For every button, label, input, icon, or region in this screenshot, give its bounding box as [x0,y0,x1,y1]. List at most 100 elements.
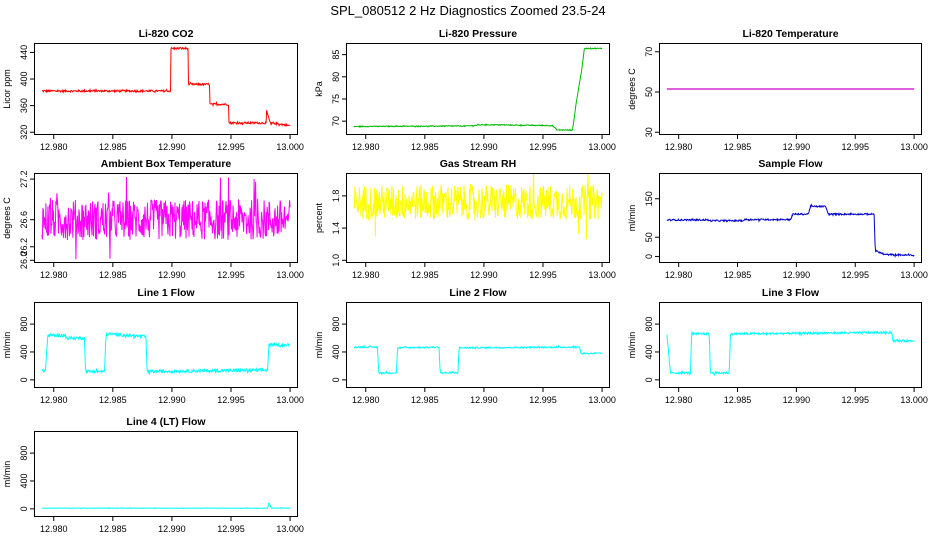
plot-frame [34,302,298,388]
y-axis: 26.026.2 26.6 27.2 [19,170,34,269]
y-tick-label: 800 [644,317,654,332]
y-axis-label: degrees C [2,197,12,239]
x-tick-label: 12.985 [724,142,752,152]
x-tick-label: 12.980 [352,270,380,280]
y-tick-label: 0 [19,377,29,382]
x-tick-label: 12.985 [99,142,127,152]
y-tick-label: 26.2 [19,238,29,256]
y-tick-label: 150 [644,191,654,206]
x-tick-label: 12.995 [217,270,245,280]
x-tick-label: 12.980 [40,270,68,280]
chart-panel-7: Line 1 Flow 12.980 12.985 12.990 12.995 13.00… [2,287,304,405]
x-tick-label: 12.985 [411,395,439,405]
x-tick-label: 12.995 [841,395,869,405]
y-tick-label: 400 [19,72,29,87]
x-tick-label: 12.990 [783,270,811,280]
y-tick-label: 1.4 [331,222,341,235]
y-axis: 0 50 150 [644,191,659,259]
y-tick-label: 30 [644,127,654,137]
y-tick-label: 0 [644,254,654,259]
y-axis-label: ml/min [627,205,637,232]
chart-panel-1: Li-820 CO2 12.980 12.985 12.990 12.995 13.000… [2,28,304,152]
plot-frame [34,43,298,135]
chart-panel-6: Sample Flow 12.980 12.985 12.990 12.995 13.00… [627,158,928,280]
y-tick-label: 1.8 [331,190,341,203]
chart-title: Line 3 Flow [762,287,820,299]
x-tick-label: 12.980 [352,395,380,405]
y-tick-label: 360 [19,98,29,113]
chart-title: Ambient Box Temperature [101,158,232,170]
y-tick-label: 85 [331,50,341,60]
y-axis-label: ml/min [314,332,324,359]
x-tick-label: 12.990 [470,270,498,280]
data-line [41,46,291,128]
chart-title: Gas Stream RH [440,158,516,170]
x-tick-label: 13.000 [276,142,304,152]
y-tick-label: 440 [19,45,29,60]
x-tick-label: 12.980 [665,270,693,280]
chart-panel-9: Line 3 Flow 12.980 12.985 12.990 12.995 13.00… [627,287,928,405]
x-axis: 12.980 12.985 12.990 12.995 13.000 [665,263,928,280]
y-axis: 0 400 800 [19,317,34,382]
y-axis-label: ml/min [627,332,637,359]
x-tick-label: 12.995 [217,524,245,534]
y-axis: 0 400 800 [644,317,659,382]
y-tick-label: 800 [331,317,341,332]
y-tick-label: 0 [19,506,29,511]
x-axis: 12.980 12.985 12.990 12.995 13.000 [40,135,304,152]
x-tick-label: 12.980 [665,395,693,405]
x-tick-label: 13.000 [588,142,616,152]
x-tick-label: 12.995 [529,270,557,280]
y-tick-label: 50 [644,87,654,97]
y-tick-label: 0 [331,377,341,382]
y-tick-label: 70 [644,47,654,57]
y-axis: 0 400 800 [331,317,346,382]
x-tick-label: 13.000 [900,142,928,152]
y-tick-label: 70 [331,116,341,126]
x-tick-label: 12.995 [529,395,557,405]
x-tick-label: 12.980 [40,524,68,534]
data-line [353,173,603,240]
y-axis: 1.0 1.4 1.8 [331,190,346,267]
y-tick-label: 0 [644,377,654,382]
x-tick-label: 12.985 [411,142,439,152]
chart-title: Li-820 Pressure [439,28,517,40]
data-line [666,203,915,259]
x-tick-label: 12.990 [158,524,186,534]
chart-panel-10: Line 4 (LT) Flow 12.980 12.985 12.990 12.995… [2,416,304,534]
x-tick-label: 12.990 [470,142,498,152]
plot-frame [659,302,922,388]
x-tick-label: 12.985 [99,524,127,534]
x-tick-label: 12.985 [99,395,127,405]
y-tick-label: 400 [19,473,29,488]
x-tick-label: 12.995 [217,395,245,405]
y-axis-label: kPa [314,81,324,97]
plot-frame [346,173,610,263]
y-tick-label: 800 [19,446,29,461]
y-tick-label: 400 [19,344,29,359]
plot-frame [346,302,610,388]
x-tick-label: 12.985 [411,270,439,280]
chart-title: Line 4 (LT) Flow [126,416,206,428]
y-axis-label: ml/min [2,461,12,488]
y-tick-label: 400 [331,344,341,359]
chart-title: Li-820 CO2 [139,28,194,40]
data-line [666,329,915,377]
y-axis: 30 50 70 [644,47,659,137]
x-tick-label: 12.985 [724,270,752,280]
chart-panel-5: Gas Stream RH 12.980 12.985 12.990 12.995 13.… [314,158,616,280]
x-axis: 12.980 12.985 12.990 12.995 13.000 [665,135,928,152]
data-line [41,331,291,375]
x-tick-label: 12.990 [783,395,811,405]
y-axis: 70 75 80 85 [331,50,346,126]
data-line [353,47,603,132]
x-axis: 12.980 12.985 12.990 12.995 13.000 [352,388,616,405]
x-tick-label: 12.995 [217,142,245,152]
x-tick-label: 13.000 [276,270,304,280]
chart-title: Line 2 Flow [449,287,507,299]
x-tick-label: 12.980 [352,142,380,152]
plot-frame [346,43,610,135]
